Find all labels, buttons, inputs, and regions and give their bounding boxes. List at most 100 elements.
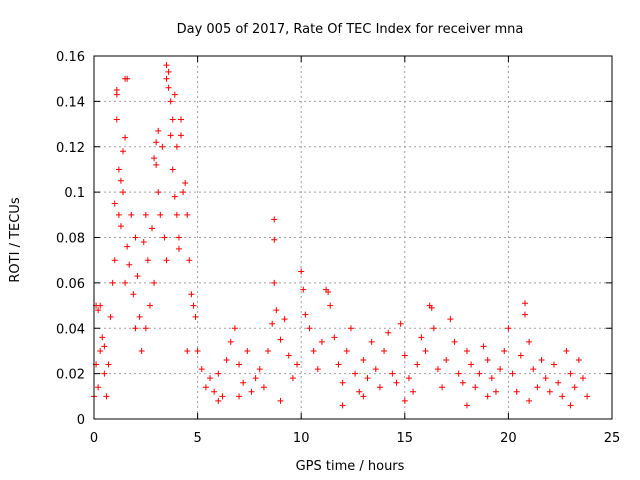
data-point [285, 352, 292, 359]
data-point [277, 336, 284, 343]
data-point [298, 268, 305, 275]
data-point [385, 329, 392, 336]
data-point [163, 75, 170, 82]
data-point [472, 384, 479, 391]
data-point [155, 189, 162, 196]
data-point [550, 361, 557, 368]
data-point [153, 139, 160, 146]
data-point [163, 62, 170, 69]
y-tick-label: 0.1 [64, 186, 85, 201]
data-point [120, 148, 127, 155]
data-point [530, 366, 537, 373]
data-point [95, 307, 102, 314]
data-point [401, 397, 408, 404]
data-point [571, 384, 578, 391]
data-point [372, 366, 379, 373]
data-point [175, 245, 182, 252]
data-point [155, 127, 162, 134]
data-point [546, 388, 553, 395]
data-point [215, 397, 222, 404]
data-point [198, 366, 205, 373]
data-point [122, 279, 129, 286]
data-point [138, 347, 145, 354]
data-point [343, 347, 350, 354]
data-point [231, 325, 238, 332]
data-point [559, 393, 566, 400]
data-point [165, 84, 172, 91]
data-point [117, 177, 124, 184]
data-point [240, 379, 247, 386]
data-point [271, 279, 278, 286]
data-point [414, 361, 421, 368]
data-point [422, 347, 429, 354]
y-axis-label: ROTI / TECUs [8, 197, 23, 282]
data-point [244, 347, 251, 354]
data-point [534, 384, 541, 391]
data-point [294, 361, 301, 368]
data-point [393, 379, 400, 386]
y-tick-label: 0.02 [56, 368, 85, 383]
data-point [271, 236, 278, 243]
data-point [194, 347, 201, 354]
data-point [575, 357, 582, 364]
data-point [178, 116, 185, 123]
data-point [169, 166, 176, 173]
data-point [215, 370, 222, 377]
data-point [484, 393, 491, 400]
y-tick-label: 0 [77, 413, 85, 428]
x-tick-label: 20 [500, 431, 517, 446]
data-point [501, 347, 508, 354]
data-point [397, 320, 404, 327]
data-point [331, 334, 338, 341]
data-point [182, 180, 189, 187]
data-point [130, 291, 137, 298]
data-point [97, 347, 104, 354]
data-point [339, 379, 346, 386]
data-point [95, 384, 102, 391]
data-point [252, 375, 259, 382]
data-point [584, 393, 591, 400]
data-point [132, 325, 139, 332]
data-point [459, 379, 466, 386]
data-point [219, 393, 226, 400]
data-point [260, 384, 267, 391]
data-point [376, 384, 383, 391]
data-point [256, 366, 263, 373]
y-tick-labels: 0 0.02 0.04 0.06 0.08 0.1 0.12 0.14 0.16 [56, 50, 85, 428]
data-point [335, 361, 342, 368]
data-point [149, 225, 156, 232]
x-tick-label: 0 [90, 431, 98, 446]
data-point [124, 75, 131, 82]
data-point [117, 223, 124, 230]
data-point [169, 116, 176, 123]
grid [94, 56, 612, 419]
data-point [103, 393, 110, 400]
data-point [163, 257, 170, 264]
data-point [418, 334, 425, 341]
y-tick-label: 0.16 [56, 50, 85, 65]
y-tick-label: 0.04 [56, 322, 85, 337]
x-tick-label: 25 [604, 431, 621, 446]
data-point [463, 402, 470, 409]
data-point [227, 338, 234, 345]
data-point [492, 388, 499, 395]
data-point [173, 143, 180, 150]
data-point [325, 288, 332, 295]
data-point [126, 261, 133, 268]
data-point [302, 311, 309, 318]
data-point [167, 98, 174, 105]
data-point [159, 143, 166, 150]
data-point [265, 347, 272, 354]
data-point [368, 338, 375, 345]
data-point [555, 379, 562, 386]
data-point [142, 211, 149, 218]
data-point [136, 313, 143, 320]
data-point [468, 361, 475, 368]
y-tick-label: 0.12 [56, 141, 85, 156]
data-point [167, 132, 174, 139]
data-point [526, 397, 533, 404]
data-point [339, 402, 346, 409]
data-point [517, 352, 524, 359]
data-point [381, 347, 388, 354]
data-point [115, 166, 122, 173]
